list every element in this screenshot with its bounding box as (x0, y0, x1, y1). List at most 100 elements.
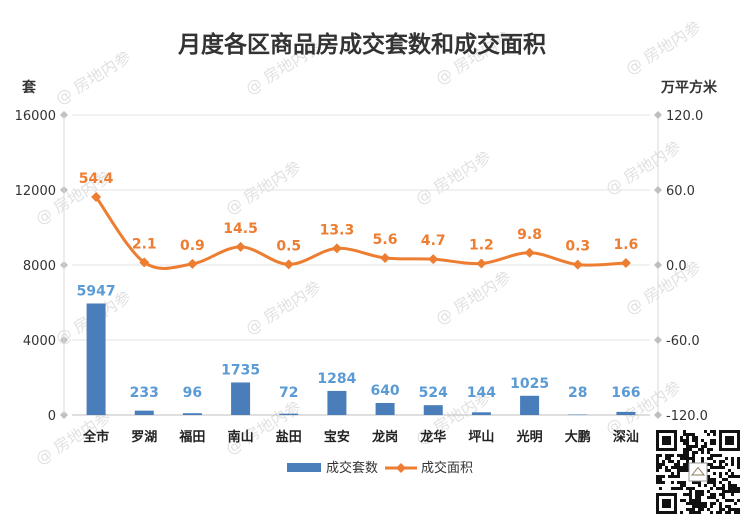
qr-module (737, 508, 740, 511)
qr-module (671, 472, 674, 475)
qr-module (725, 463, 728, 466)
qr-module (683, 463, 686, 466)
qr-module (668, 469, 671, 472)
category-label: 南山 (228, 429, 254, 445)
qr-module (695, 502, 698, 505)
qr-module (695, 490, 698, 493)
qr-module (692, 451, 695, 454)
qr-module (656, 457, 659, 460)
qr-module (698, 499, 701, 502)
qr-module (716, 454, 719, 457)
line-data-label: 4.7 (421, 233, 446, 249)
qr-module (710, 478, 713, 481)
line-point (91, 192, 102, 202)
qr-module (719, 454, 722, 457)
qr-module (683, 451, 686, 454)
qr-module (707, 475, 710, 478)
qr-module (695, 451, 698, 454)
qr-module (728, 490, 731, 493)
qr-module (662, 460, 665, 463)
bar (616, 411, 636, 415)
qr-module (662, 481, 665, 484)
category-label: 大鹏 (565, 429, 591, 445)
left-tick-label: 16000 (15, 109, 56, 124)
qr-module (728, 484, 731, 487)
qr-module (731, 472, 734, 475)
qr-module (725, 478, 728, 481)
legend-swatch-bar (287, 463, 321, 472)
qr-module (716, 487, 719, 490)
qr-module (686, 457, 689, 460)
qr-module (710, 502, 713, 505)
qr-module (686, 487, 689, 490)
qr-module (677, 466, 680, 469)
qr-module (731, 484, 734, 487)
bar (86, 303, 106, 415)
line-point (620, 258, 631, 268)
qr-module (683, 433, 686, 436)
qr-module (719, 511, 722, 514)
left-tick-label: 12000 (15, 184, 56, 199)
qr-module (677, 469, 680, 472)
qr-module (698, 481, 701, 484)
right-axis-ticks: -120.0 -60.0 0.0 60.0 120.0 (666, 109, 708, 424)
qr-module (659, 466, 662, 469)
qr-module (689, 502, 692, 505)
category-label: 全市 (82, 429, 109, 445)
watermark-text: @ 房地内参 (432, 267, 514, 328)
qr-module (689, 487, 692, 490)
qr-module (719, 475, 722, 478)
right-axis-unit: 万平方米 (660, 79, 718, 96)
line-data-label: 13.3 (320, 222, 355, 238)
qr-module (713, 454, 716, 457)
qr-module (701, 460, 704, 463)
qr-module (686, 433, 689, 436)
right-axis-tick-mark (654, 186, 662, 194)
qr-module (659, 487, 662, 490)
qr-module (677, 472, 680, 475)
qr-finder-core (662, 436, 671, 445)
right-tick-label: -120.0 (666, 409, 708, 424)
line-point (235, 241, 246, 252)
qr-module (656, 463, 659, 466)
qr-module (656, 460, 659, 463)
qr-module (671, 454, 674, 457)
bar (134, 410, 154, 415)
qr-module (701, 493, 704, 496)
watermark-text: @ 房地内参 (222, 157, 304, 218)
qr-module (701, 448, 704, 451)
line-point (283, 259, 294, 270)
qr-module (674, 466, 677, 469)
qr-module (701, 505, 704, 508)
qr-module (722, 478, 725, 481)
qr-module (713, 493, 716, 496)
qr-module (686, 463, 689, 466)
qr-module (656, 469, 659, 472)
qr-module (695, 511, 698, 514)
qr-module (737, 466, 740, 469)
qr-module (701, 451, 704, 454)
qr-module (683, 499, 686, 502)
watermark-text: @ 房地内参 (622, 17, 704, 78)
qr-module (668, 460, 671, 463)
left-tick-label: 8000 (23, 259, 56, 274)
qr-module (686, 460, 689, 463)
qr-module (707, 463, 710, 466)
qr-module (713, 481, 716, 484)
qr-module (698, 490, 701, 493)
qr-module (677, 481, 680, 484)
qr-module (728, 499, 731, 502)
qr-module (683, 481, 686, 484)
qr-module (656, 475, 659, 478)
bar-data-label: 5947 (77, 283, 116, 299)
qr-module (680, 454, 683, 457)
qr-module (656, 478, 659, 481)
qr-module (692, 454, 695, 457)
right-tick-label: 60.0 (666, 184, 695, 199)
qr-finder-core (725, 436, 734, 445)
qr-module (725, 472, 728, 475)
qr-module (656, 466, 659, 469)
line-point (139, 257, 150, 268)
qr-module (719, 466, 722, 469)
